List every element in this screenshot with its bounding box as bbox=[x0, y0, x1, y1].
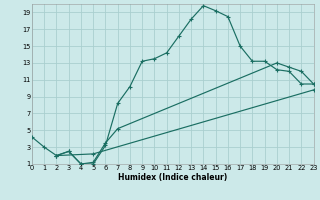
X-axis label: Humidex (Indice chaleur): Humidex (Indice chaleur) bbox=[118, 173, 228, 182]
